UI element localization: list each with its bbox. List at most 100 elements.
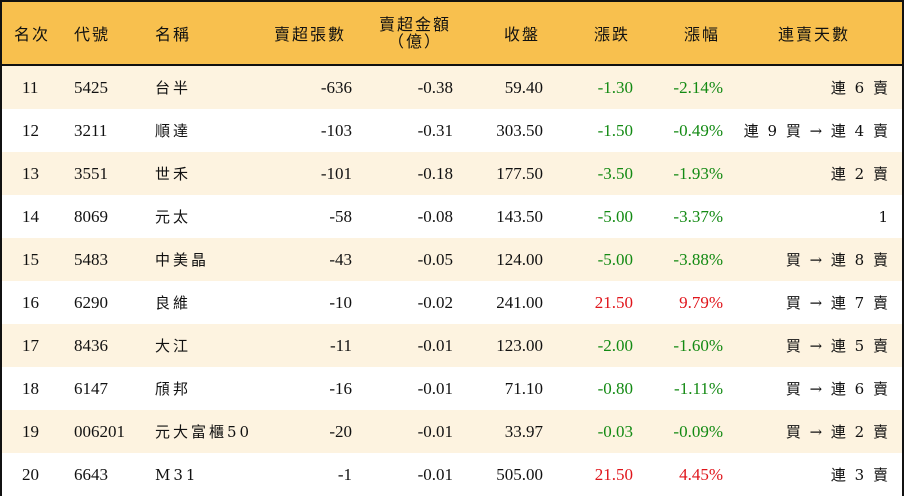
cell-change-pct: 9.79% [679,292,723,312]
cell-rank: 12 [22,120,39,140]
cell-close: 71.10 [504,378,543,398]
cell-code: 5483 [74,249,108,269]
cell-net-sell-amount: -0.01 [417,421,453,441]
cell-rank: 16 [22,292,39,312]
cell-code: 3551 [74,163,108,183]
header-streak: 連賣天數 [778,25,851,44]
table-row: 13 3551 世禾 -101 -0.18 177.50 -3.50 -1.93… [2,152,902,195]
cell-close: 177.50 [496,163,543,183]
table-row: 19 006201 元大富櫃50 -20 -0.01 33.97 -0.03 -… [2,410,902,453]
cell-name: 元大富櫃50 [155,423,253,441]
cell-code: 3211 [74,120,108,140]
cell-change: -5.00 [597,249,633,269]
cell-rank: 17 [22,335,39,355]
cell-close: 505.00 [496,464,543,484]
header-net-sell-amount-title: 賣超金額 [378,15,451,34]
header-net-sell-amount: 賣超金額 （億） [374,2,456,64]
cell-change-pct: -3.88% [673,249,723,269]
cell-streak: 買 → 連 8 賣 [785,251,890,269]
cell-streak: 1 [878,207,890,226]
cell-close: 33.97 [504,421,543,441]
cell-change: -0.03 [597,421,633,441]
cell-close: 303.50 [496,120,543,140]
cell-change: -1.50 [597,120,633,140]
cell-net-sell-amount: -0.31 [417,120,453,140]
cell-close: 59.40 [504,77,543,97]
cell-change-pct: -1.60% [673,335,723,355]
cell-change: -3.50 [597,163,633,183]
cell-streak: 買 → 連 2 賣 [785,423,890,441]
cell-rank: 13 [22,163,39,183]
cell-change-pct: -1.93% [673,163,723,183]
header-name: 名稱 [155,25,192,44]
cell-net-sell-lots: -636 [320,77,352,97]
cell-net-sell-amount: -0.38 [417,77,453,97]
table-header: 名次 代號 名稱 賣超張數 賣超金額 （億） 收盤 漲跌 漲幅 連賣天數 [2,2,902,66]
cell-streak: 買 → 連 5 賣 [785,337,890,355]
cell-code: 8436 [74,335,108,355]
cell-close: 143.50 [496,206,543,226]
cell-code: 6290 [74,292,108,312]
cell-net-sell-lots: -43 [329,249,352,269]
cell-rank: 15 [22,249,39,269]
cell-close: 123.00 [496,335,543,355]
cell-rank: 11 [22,77,39,97]
cell-net-sell-lots: -10 [329,292,352,312]
cell-net-sell-amount: -0.02 [417,292,453,312]
cell-change-pct: 4.45% [679,464,723,484]
cell-change: -2.00 [597,335,633,355]
cell-rank: 20 [22,464,39,484]
cell-rank: 14 [22,206,39,226]
cell-streak: 連 3 賣 [830,466,890,484]
cell-net-sell-lots: -101 [320,163,352,183]
cell-name: 元太 [155,208,192,226]
table-row: 17 8436 大江 -11 -0.01 123.00 -2.00 -1.60%… [2,324,902,367]
header-change-pct: 漲幅 [684,25,721,44]
cell-name: 良維 [155,294,192,312]
cell-net-sell-amount: -0.08 [417,206,453,226]
table-row: 20 6643 M31 -1 -0.01 505.00 21.50 4.45% … [2,453,902,496]
table-row: 16 6290 良維 -10 -0.02 241.00 21.50 9.79% … [2,281,902,324]
cell-net-sell-lots: -1 [337,464,352,484]
cell-name: 頎邦 [155,380,192,398]
cell-change: -0.80 [597,378,633,398]
cell-change: 21.50 [594,464,633,484]
cell-net-sell-amount: -0.18 [417,163,453,183]
cell-net-sell-lots: -103 [320,120,352,140]
cell-name: 順達 [155,122,192,140]
cell-net-sell-lots: -16 [329,378,352,398]
cell-change: 21.50 [594,292,633,312]
cell-net-sell-lots: -20 [329,421,352,441]
cell-code: 5425 [74,77,108,97]
cell-name: 中美晶 [155,251,210,269]
header-close: 收盤 [504,25,541,44]
cell-streak: 買 → 連 6 賣 [785,380,890,398]
cell-net-sell-amount: -0.01 [417,378,453,398]
cell-change-pct: -1.11% [674,378,723,398]
cell-change: -1.30 [597,77,633,97]
cell-code: 6147 [74,378,108,398]
cell-close: 241.00 [496,292,543,312]
table-row: 14 8069 元太 -58 -0.08 143.50 -5.00 -3.37%… [2,195,902,238]
cell-name: 大江 [155,337,192,355]
cell-code: 6643 [74,464,108,484]
cell-code: 8069 [74,206,108,226]
cell-rank: 18 [22,378,39,398]
table-row: 15 5483 中美晶 -43 -0.05 124.00 -5.00 -3.88… [2,238,902,281]
cell-streak: 連 2 賣 [830,165,890,183]
cell-change: -5.00 [597,206,633,226]
table-row: 12 3211 順達 -103 -0.31 303.50 -1.50 -0.49… [2,109,902,152]
cell-code: 006201 [74,421,125,441]
cell-net-sell-lots: -11 [329,335,352,355]
cell-net-sell-amount: -0.05 [417,249,453,269]
cell-net-sell-lots: -58 [329,206,352,226]
cell-name: 台半 [155,79,192,97]
cell-change-pct: -2.14% [673,77,723,97]
cell-net-sell-amount: -0.01 [417,464,453,484]
cell-rank: 19 [22,421,39,441]
cell-streak: 連 9 買 → 連 4 賣 [743,122,890,140]
table-row: 18 6147 頎邦 -16 -0.01 71.10 -0.80 -1.11% … [2,367,902,410]
cell-change-pct: -3.37% [673,206,723,226]
cell-change-pct: -0.49% [673,120,723,140]
cell-name: 世禾 [155,165,192,183]
